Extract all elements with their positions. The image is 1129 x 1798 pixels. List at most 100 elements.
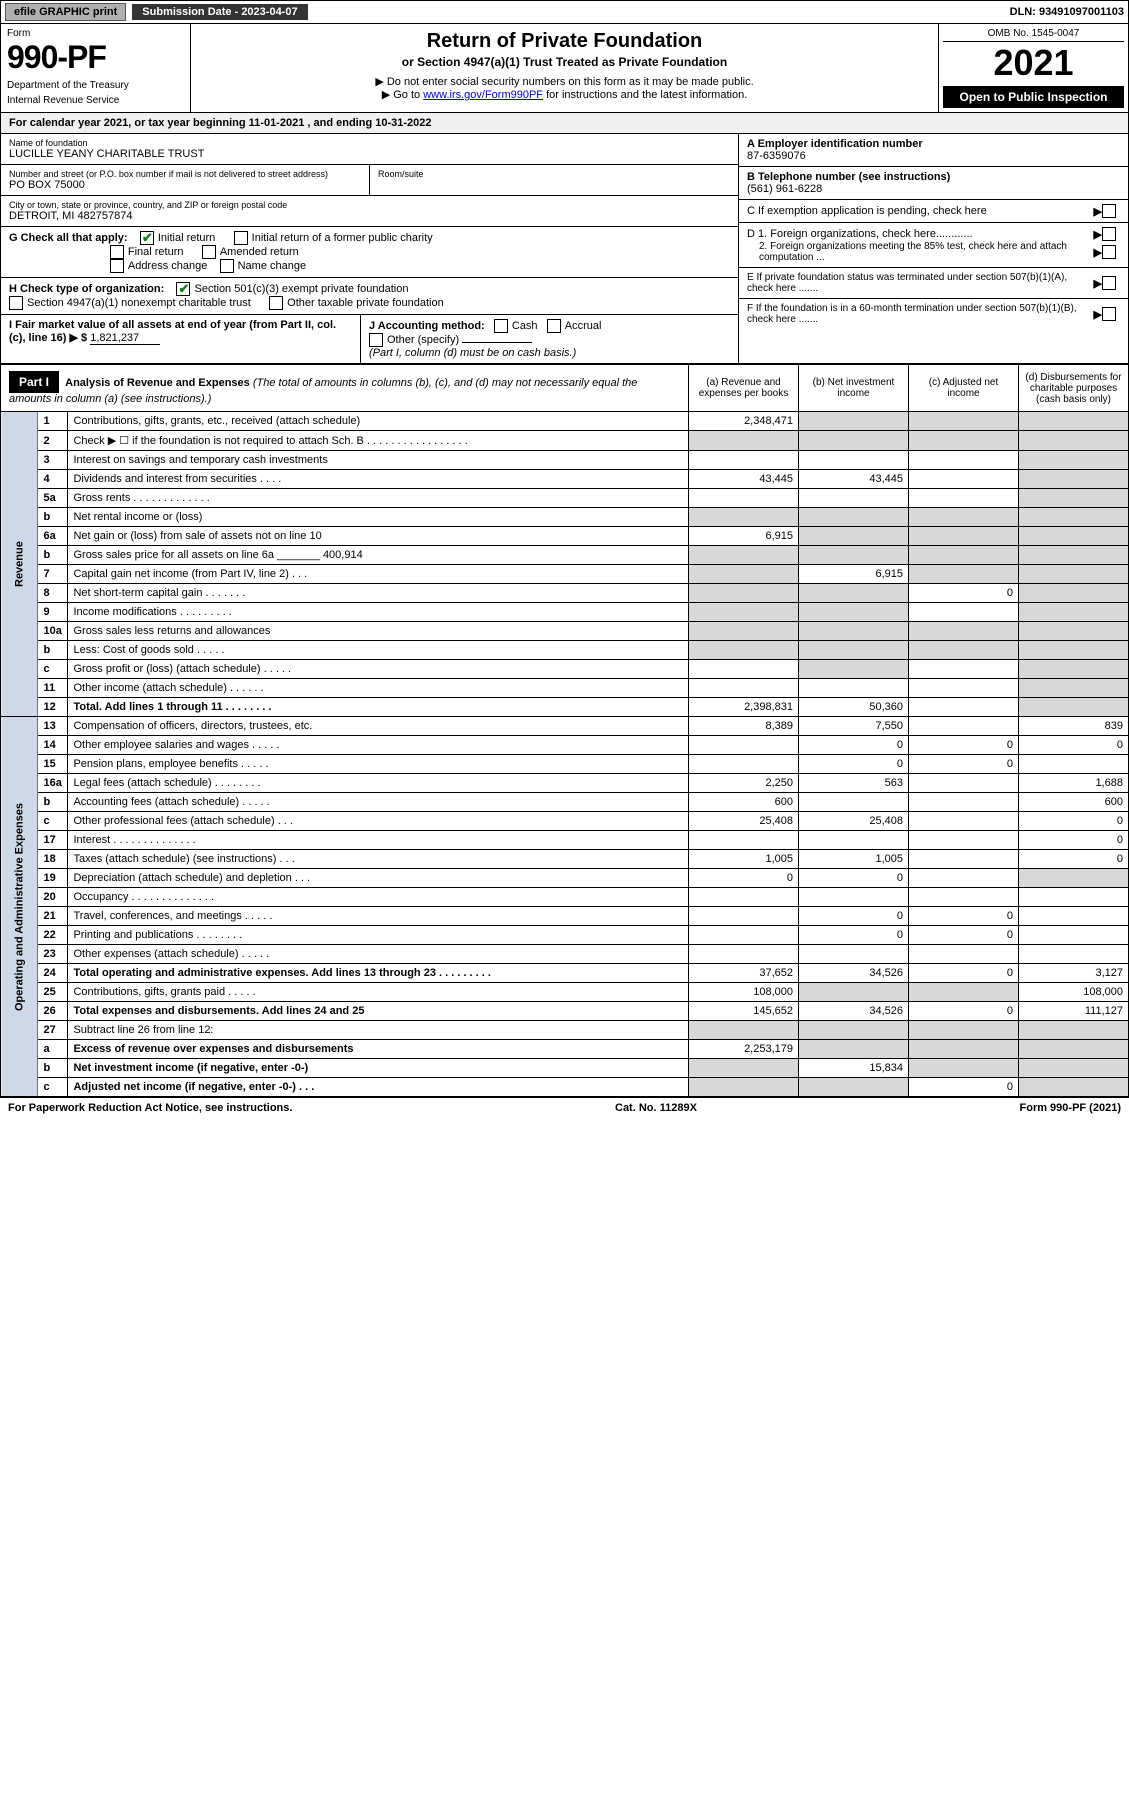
status-terminated-checkbox[interactable] [1102, 276, 1116, 290]
line-description: Accounting fees (attach schedule) . . . … [68, 793, 689, 812]
c-cell: C If exemption application is pending, c… [739, 200, 1128, 223]
top-bar: efile GRAPHIC print Submission Date - 20… [0, 0, 1129, 24]
cell-b: 0 [799, 926, 909, 945]
efile-print-button[interactable]: efile GRAPHIC print [5, 3, 126, 21]
table-row: cGross profit or (loss) (attach schedule… [1, 660, 1129, 679]
form-header: Form 990-PF Department of the Treasury I… [0, 24, 1129, 113]
table-row: 18Taxes (attach schedule) (see instructi… [1, 850, 1129, 869]
cell-a [689, 831, 799, 850]
col-b-header: (b) Net investment income [799, 365, 909, 412]
table-row: 4Dividends and interest from securities … [1, 470, 1129, 489]
4947a1-checkbox[interactable] [9, 296, 23, 310]
cell-a [689, 431, 799, 451]
line-number: 22 [38, 926, 68, 945]
line-number: 8 [38, 584, 68, 603]
cell-a: 6,915 [689, 527, 799, 546]
form-instructions-link[interactable]: www.irs.gov/Form990PF [423, 89, 543, 101]
ein-cell: A Employer identification number 87-6359… [739, 134, 1128, 167]
cell-d [1019, 907, 1129, 926]
line-number: 2 [38, 431, 68, 451]
part1-table: Part I Analysis of Revenue and Expenses … [0, 364, 1129, 1097]
table-row: 2Check ▶ ☐ if the foundation is not requ… [1, 431, 1129, 451]
cell-a: 2,348,471 [689, 412, 799, 431]
table-row: 22Printing and publications . . . . . . … [1, 926, 1129, 945]
initial-return-former-checkbox[interactable] [234, 231, 248, 245]
cell-c: 0 [909, 755, 1019, 774]
line-description: Check ▶ ☐ if the foundation is not requi… [68, 431, 689, 451]
cell-c: 0 [909, 964, 1019, 983]
cell-c [909, 489, 1019, 508]
cell-a [689, 565, 799, 584]
cell-d [1019, 698, 1129, 717]
cal-begin: 11-01-2021 [249, 117, 305, 129]
cell-b: 6,915 [799, 565, 909, 584]
d2-label: 2. Foreign organizations meeting the 85%… [747, 241, 1094, 263]
line-number: 27 [38, 1021, 68, 1040]
cell-a: 0 [689, 869, 799, 888]
foreign-85-checkbox[interactable] [1102, 245, 1116, 259]
g-opt2: Initial return of a former public charit… [252, 232, 433, 244]
cell-c [909, 546, 1019, 565]
cell-a [689, 489, 799, 508]
line-description: Capital gain net income (from Part IV, l… [68, 565, 689, 584]
line-number: 4 [38, 470, 68, 489]
address-change-checkbox[interactable] [110, 259, 124, 273]
other-accounting-checkbox[interactable] [369, 333, 383, 347]
line-number: 23 [38, 945, 68, 964]
table-row: 9Income modifications . . . . . . . . . [1, 603, 1129, 622]
cell-a: 2,253,179 [689, 1040, 799, 1059]
amended-return-checkbox[interactable] [202, 245, 216, 259]
table-row: cAdjusted net income (if negative, enter… [1, 1078, 1129, 1097]
other-taxable-checkbox[interactable] [269, 296, 283, 310]
cash-checkbox[interactable] [494, 319, 508, 333]
line-number: b [38, 1059, 68, 1078]
cell-b [799, 1040, 909, 1059]
cell-c [909, 698, 1019, 717]
ij-row: I Fair market value of all assets at end… [1, 315, 738, 363]
cell-d [1019, 565, 1129, 584]
cell-c [909, 451, 1019, 470]
line-number: 13 [38, 717, 68, 736]
table-row: 15Pension plans, employee benefits . . .… [1, 755, 1129, 774]
cell-d [1019, 945, 1129, 964]
cell-c [909, 527, 1019, 546]
cell-a [689, 888, 799, 907]
line-number: 25 [38, 983, 68, 1002]
cell-c [909, 660, 1019, 679]
cell-a [689, 679, 799, 698]
name-change-checkbox[interactable] [220, 259, 234, 273]
line-description: Depreciation (attach schedule) and deple… [68, 869, 689, 888]
cell-b [799, 584, 909, 603]
cell-b [799, 527, 909, 546]
line-description: Pension plans, employee benefits . . . .… [68, 755, 689, 774]
i-label: I Fair market value of all assets at end… [9, 319, 336, 344]
info-right: A Employer identification number 87-6359… [738, 134, 1128, 363]
cell-b: 7,550 [799, 717, 909, 736]
col-a-header: (a) Revenue and expenses per books [689, 365, 799, 412]
cell-c [909, 869, 1019, 888]
table-row: 17Interest . . . . . . . . . . . . . .0 [1, 831, 1129, 850]
501c3-checkbox[interactable] [176, 282, 190, 296]
cell-b: 1,005 [799, 850, 909, 869]
table-row: bNet rental income or (loss) [1, 508, 1129, 527]
cell-d [1019, 679, 1129, 698]
cell-a: 37,652 [689, 964, 799, 983]
line-description: Excess of revenue over expenses and disb… [68, 1040, 689, 1059]
form-label: Form [7, 28, 184, 39]
f-arrow-icon: ▶ [1094, 308, 1102, 321]
line-number: 1 [38, 412, 68, 431]
accrual-checkbox[interactable] [547, 319, 561, 333]
foreign-org-checkbox[interactable] [1102, 227, 1116, 241]
d1-label: D 1. Foreign organizations, check here..… [747, 228, 1094, 240]
i-arrow: ▶ $ [70, 332, 88, 344]
cal-mid: , and ending [307, 117, 375, 129]
expenses-side-label: Operating and Administrative Expenses [1, 717, 38, 1097]
line-number: 7 [38, 565, 68, 584]
cell-d [1019, 451, 1129, 470]
initial-return-checkbox[interactable] [140, 231, 154, 245]
cell-b: 0 [799, 755, 909, 774]
final-return-checkbox[interactable] [110, 245, 124, 259]
cell-d [1019, 603, 1129, 622]
60-month-checkbox[interactable] [1102, 307, 1116, 321]
exemption-pending-checkbox[interactable] [1102, 204, 1116, 218]
